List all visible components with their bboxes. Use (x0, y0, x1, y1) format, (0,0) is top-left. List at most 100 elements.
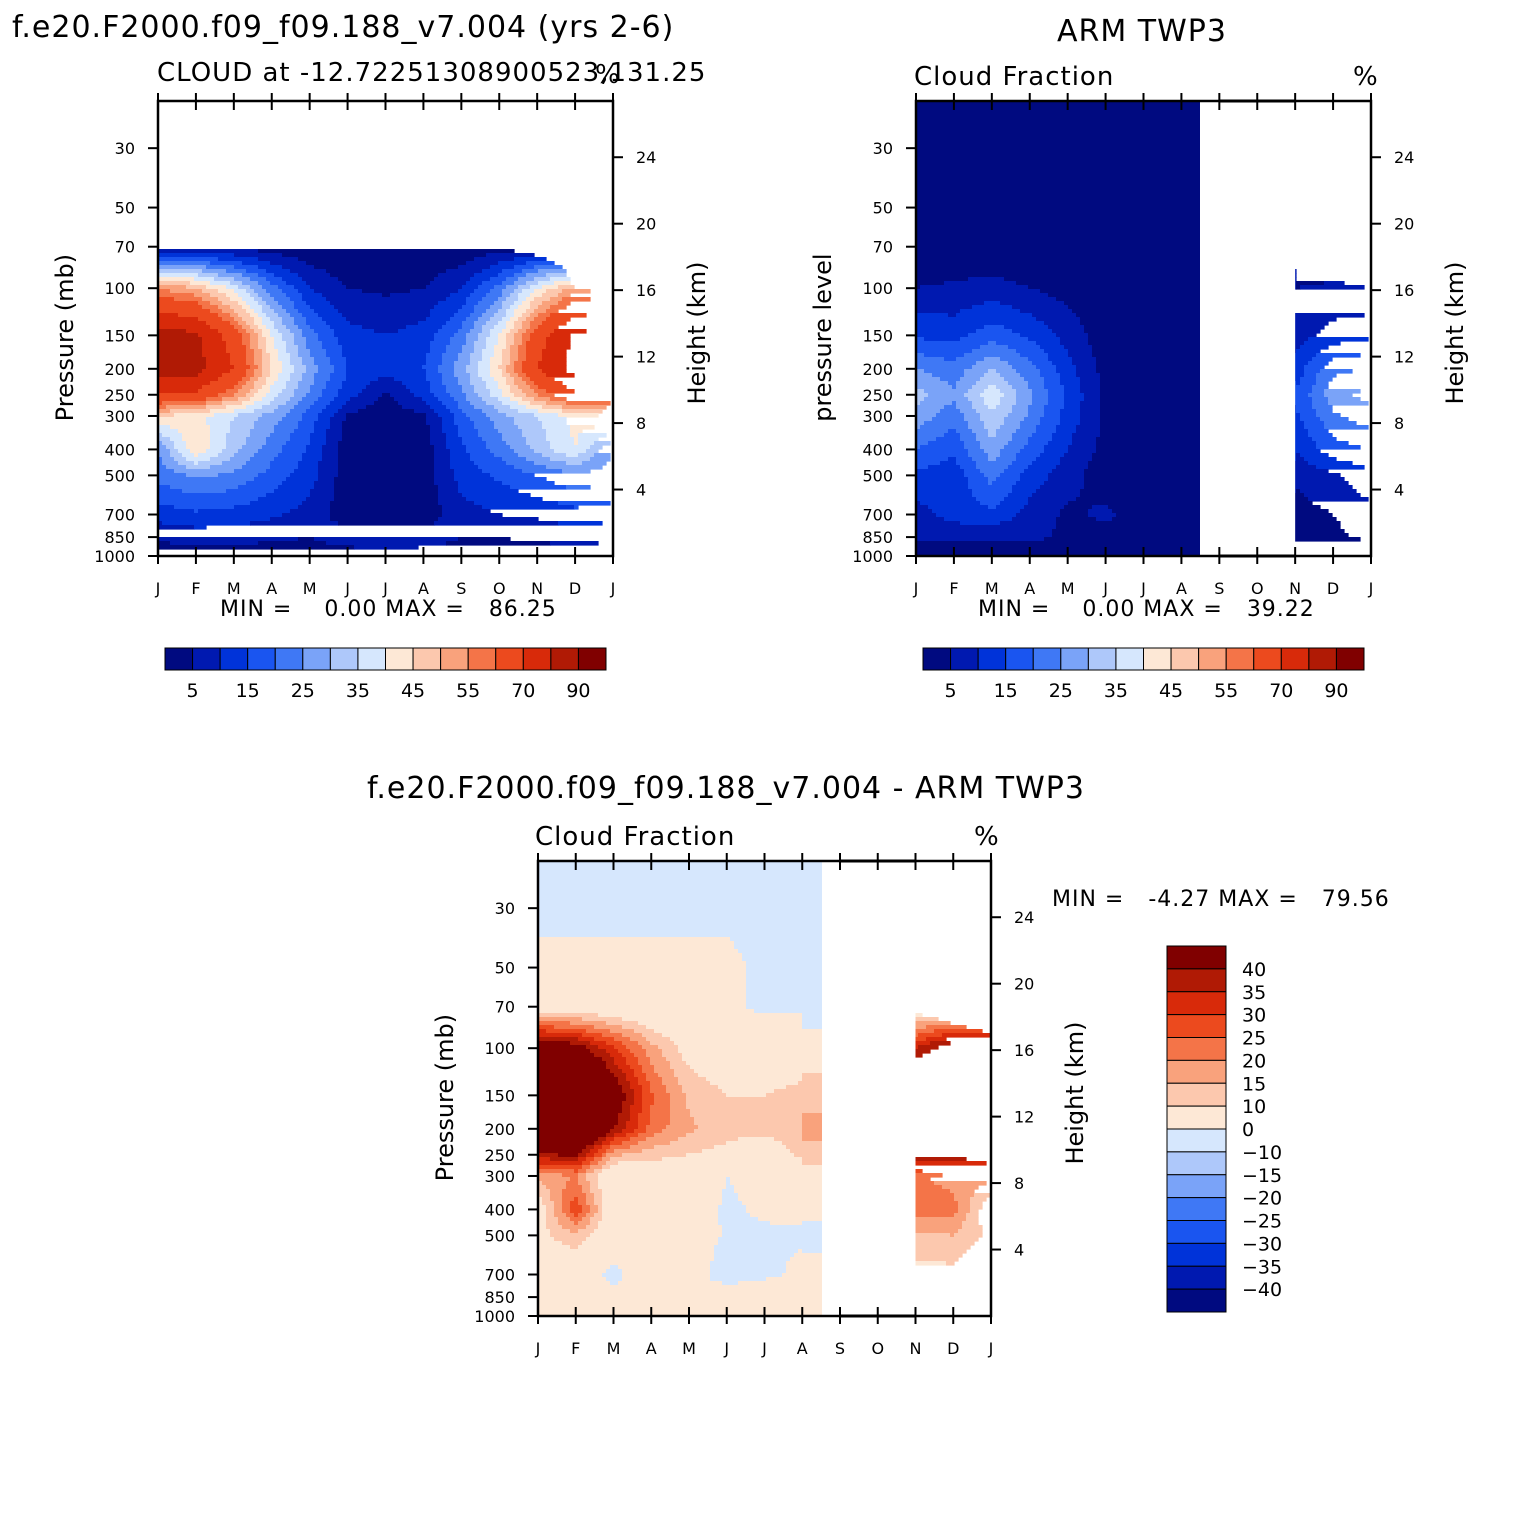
obs-panel-title: Cloud Fraction (914, 62, 1115, 92)
diff-colorbar-box (1166, 1059, 1227, 1084)
model-xtick-label: O (493, 579, 506, 598)
model-xtick-label: A (418, 579, 429, 598)
diff-plot: J F M A M J J A S O N D J 30 50 70 100 150 200 250 300 400 500… (431, 853, 1089, 1358)
obs-xtick-label: S (1214, 579, 1224, 598)
model-ytick-label: 500 (104, 466, 135, 485)
obs-colorbar-box (950, 647, 979, 671)
obs-ytick-label: 1000 (852, 547, 893, 566)
diff-colorbar-label: −10 (1242, 1142, 1282, 1164)
model-xtick-label: J (610, 579, 616, 598)
obs-colorbar-box (922, 647, 952, 671)
obs-ytick-label: 30 (873, 139, 893, 158)
model-xtick-label: M (227, 579, 241, 598)
model-colorbar-label: 35 (346, 680, 370, 702)
diff-ytick-label: 50 (495, 959, 515, 978)
obs-ytick-label: 150 (862, 326, 893, 345)
obs-colorbar-label: 90 (1324, 680, 1348, 702)
diff-colorbar-box (1166, 968, 1227, 993)
diff-colorbar-box (1166, 1288, 1227, 1313)
model-colorbar-label: 5 (187, 680, 199, 702)
diff-colorbar-label: −35 (1242, 1256, 1282, 1278)
model-colorbar: 5 15 25 35 45 55 70 90 (164, 647, 607, 702)
obs-ytick-label: 70 (873, 238, 893, 257)
obs-colorbar-box (1005, 647, 1034, 671)
diff-ytick-label: 70 (495, 998, 515, 1017)
diff-xtick-label: J (988, 1339, 994, 1358)
model-xtick-label: D (569, 579, 581, 598)
model-colorbar-label: 55 (456, 680, 480, 702)
model-ytick-label: 30 (115, 139, 135, 158)
obs-colorbar: 5 15 25 35 45 55 70 90 (922, 647, 1365, 702)
diff-colorbar-box (1166, 945, 1227, 970)
obs-units-label: % (1353, 62, 1379, 92)
diff-colorbar-label: −15 (1242, 1165, 1282, 1187)
model-ytick-label: 700 (104, 506, 135, 525)
model-htick-label: 4 (636, 481, 646, 500)
obs-ytick-label: 50 (873, 199, 893, 218)
obs-ytick-label: 500 (862, 466, 893, 485)
diff-colorbar-box (1166, 1242, 1227, 1267)
diff-field (538, 861, 991, 1316)
model-colorbar-label: 15 (236, 680, 260, 702)
model-colorbar-box (550, 647, 579, 671)
model-colorbar-box (329, 647, 359, 671)
diff-colorbar-label: 25 (1242, 1028, 1266, 1050)
model-htick-label: 12 (636, 348, 656, 367)
diff-colorbar-box (1166, 1220, 1227, 1244)
model-xtick-label: J (344, 579, 350, 598)
obs-colorbar-label: 45 (1159, 680, 1183, 702)
obs-ytick-label: 100 (862, 279, 893, 298)
diff-xtick-label: N (910, 1339, 922, 1358)
model-colorbar-box (467, 647, 497, 671)
model-colorbar-box (274, 647, 304, 671)
obs-xtick-label: J (1140, 579, 1146, 598)
model-htick-label: 20 (636, 215, 656, 234)
obs-colorbar-box (1225, 647, 1255, 671)
obs-colorbar-box (1308, 647, 1337, 671)
obs-missing-band (1219, 101, 1296, 556)
model-colorbar-box (577, 647, 607, 671)
diff-colorbar-box (1166, 1105, 1227, 1130)
obs-ytick-label: 700 (862, 506, 893, 525)
diff-colorbar-label: 0 (1242, 1119, 1254, 1141)
model-colorbar-box (440, 647, 469, 671)
diff-xtick-label: M (682, 1339, 696, 1358)
obs-ytick-label: 850 (862, 528, 893, 547)
model-stats: MIN = 0.00 MAX = 86.25 (220, 597, 557, 622)
obs-xtick-label: J (913, 579, 919, 598)
obs-xtick-label: O (1251, 579, 1264, 598)
model-ytick-label: 250 (104, 386, 135, 405)
obs-colorbar-box (1060, 647, 1089, 671)
obs-ytick-label: 300 (862, 407, 893, 426)
obs-xtick-label: A (1176, 579, 1187, 598)
model-xtick-label: S (456, 579, 466, 598)
obs-ytick-label: 400 (862, 440, 893, 459)
obs-xtick-label: A (1024, 579, 1035, 598)
diff-colorbar-label: 40 (1242, 959, 1266, 981)
diff-colorbar-box (1166, 1265, 1227, 1290)
model-colorbar-box (357, 647, 386, 671)
obs-htick-label: 12 (1394, 348, 1414, 367)
obs-xtick-label: F (949, 579, 958, 598)
model-htick-label: 24 (636, 148, 656, 167)
obs-htick-label: 20 (1394, 215, 1414, 234)
model-ytick-label: 100 (104, 279, 135, 298)
obs-colorbar-label: 15 (994, 680, 1018, 702)
model-colorbar-box (522, 647, 552, 671)
diff-colorbar-box (1166, 1082, 1227, 1107)
model-units-label: % (595, 60, 621, 90)
model-colorbar-label: 70 (511, 680, 535, 702)
diff-colorbar-box (1166, 1014, 1227, 1038)
diff-xtick-label: D (947, 1339, 959, 1358)
obs-htick-label: 8 (1394, 414, 1404, 433)
model-xtick-label: F (191, 579, 200, 598)
obs-colorbar-label: 25 (1049, 680, 1073, 702)
obs-colorbar-box (1170, 647, 1200, 671)
obs-colorbar-label: 5 (945, 680, 957, 702)
obs-colorbar-box (1032, 647, 1062, 671)
model-colorbar-box (495, 647, 524, 671)
model-ytick-label: 150 (104, 326, 135, 345)
obs-colorbar-label: 55 (1214, 680, 1238, 702)
obs-xtick-label: J (1102, 579, 1108, 598)
diff-xtick-label: J (723, 1339, 729, 1358)
